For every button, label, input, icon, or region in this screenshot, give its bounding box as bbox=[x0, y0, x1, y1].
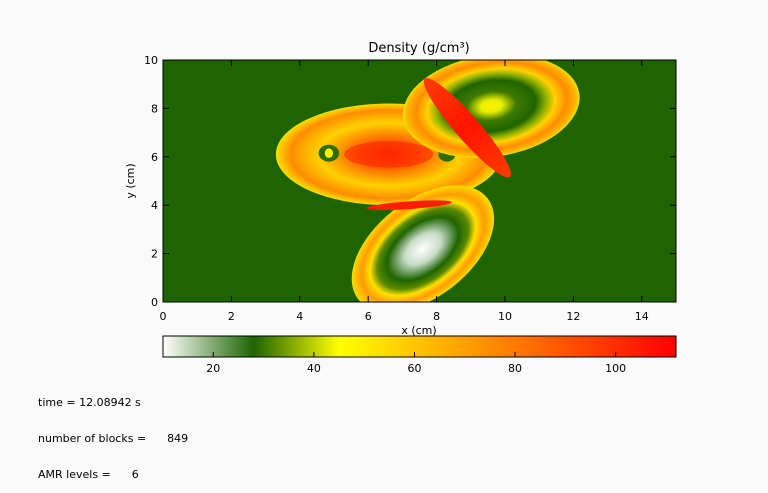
blocks-label: number of blocks = bbox=[38, 432, 147, 445]
density-figure: Density (g/cm³) 0 2 4 6 8 10 12 14 0 2 4 6 8 10 x (c… bbox=[124, 41, 677, 375]
colorbar-tick-label: 100 bbox=[605, 362, 626, 375]
amr-row: AMR levels = 6 bbox=[38, 469, 188, 481]
colorbar-tick-label: 40 bbox=[307, 362, 321, 375]
x-tick-label: 14 bbox=[635, 310, 649, 323]
y-tick-label: 2 bbox=[151, 248, 158, 261]
plot-area: 0 2 4 6 8 10 12 14 0 2 4 6 8 10 bbox=[144, 54, 677, 323]
x-tick-label: 12 bbox=[566, 310, 580, 323]
x-tick-label: 4 bbox=[296, 310, 303, 323]
y-tick-label: 4 bbox=[151, 199, 158, 212]
upper-right-ring-feature bbox=[402, 60, 580, 158]
y-tick-label: 6 bbox=[151, 151, 158, 164]
y-axis-ticks: 0 2 4 6 8 10 bbox=[144, 54, 676, 309]
x-tick-label: 6 bbox=[365, 310, 372, 323]
lower-capsule-feature bbox=[351, 185, 495, 302]
y-tick-label: 8 bbox=[151, 102, 158, 115]
x-tick-label: 0 bbox=[160, 310, 167, 323]
x-tick-label: 2 bbox=[228, 310, 235, 323]
time-row: time = 12.08942 s bbox=[38, 397, 188, 409]
colorbar-tick-label: 60 bbox=[407, 362, 421, 375]
colorbar-gradient bbox=[163, 336, 676, 357]
x-tick-label: 8 bbox=[433, 310, 440, 323]
colorbar-tick-label: 20 bbox=[206, 362, 220, 375]
plot-frame bbox=[162, 59, 677, 303]
amr-value: 6 bbox=[131, 468, 139, 481]
y-axis-label: y (cm) bbox=[124, 163, 137, 198]
x-axis-label: x (cm) bbox=[401, 324, 436, 337]
blocks-value: 849 bbox=[167, 432, 189, 445]
colorbar-tick-label: 80 bbox=[508, 362, 522, 375]
time-label: time = bbox=[38, 396, 76, 409]
colorbar-frame bbox=[162, 335, 677, 358]
collision-band-ne bbox=[423, 78, 511, 178]
amr-label: AMR levels = bbox=[38, 468, 111, 481]
y-tick-label: 0 bbox=[151, 296, 158, 309]
left-ellipse-core bbox=[344, 141, 434, 168]
blocks-row: number of blocks = 849 bbox=[38, 433, 188, 445]
x-axis-ticks: 0 2 4 6 8 10 12 14 bbox=[160, 60, 649, 323]
chart-title: Density (g/cm³) bbox=[368, 41, 469, 56]
x-tick-label: 10 bbox=[498, 310, 512, 323]
time-value: 12.08942 s bbox=[79, 396, 141, 409]
left-ellipse-side-blob-center bbox=[324, 148, 333, 159]
colorbar: 20 40 60 80 100 bbox=[162, 335, 677, 375]
colorbar-ticks: 20 40 60 80 100 bbox=[206, 352, 626, 375]
collision-band-s bbox=[366, 200, 452, 211]
simulation-info: time = 12.08942 s number of blocks = 849… bbox=[38, 373, 188, 493]
y-tick-label: 10 bbox=[144, 54, 158, 67]
